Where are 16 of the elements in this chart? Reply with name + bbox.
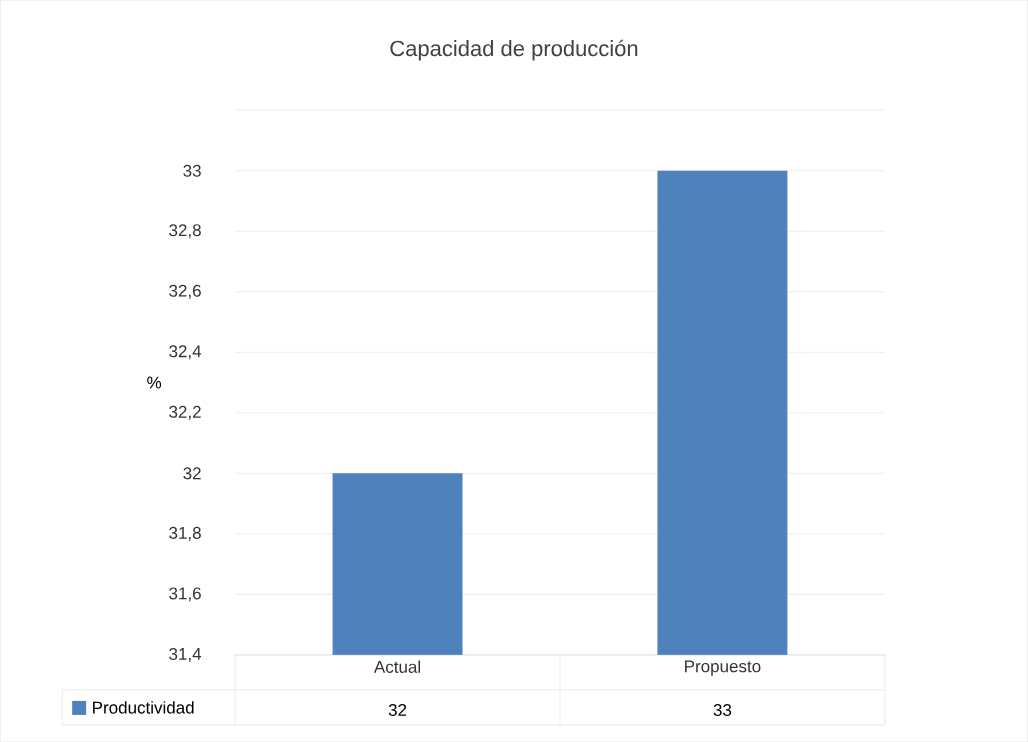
y-tick-label: 32,8 (169, 224, 201, 239)
y-tick-label: 32,6 (169, 284, 201, 299)
y-tick-label: 31,4 (169, 647, 202, 662)
y-tick-label: 31,6 (169, 587, 201, 602)
chart-title: Capacidad de producción (390, 39, 638, 61)
legend-label: Productividad (93, 701, 194, 714)
y-tick-label: 33 (183, 164, 201, 177)
y-tick-label: 31,8 (169, 526, 201, 541)
y-axis-title: % (147, 376, 162, 389)
data-label: 32 (388, 703, 407, 716)
data-label: 33 (713, 703, 732, 716)
y-tick-label: 32,2 (169, 405, 201, 420)
x-tick-label: Actual (373, 660, 421, 673)
y-tick-label: 32 (183, 467, 201, 480)
x-tick-label: Propuesto (685, 660, 761, 676)
y-tick-label: 32,4 (169, 345, 202, 360)
